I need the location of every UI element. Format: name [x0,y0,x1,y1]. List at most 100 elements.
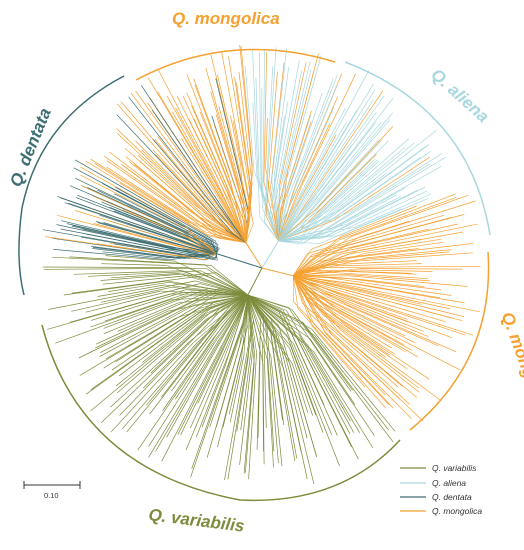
tree-leaf-branch [318,121,382,199]
tree-branch [178,294,248,304]
tree-leaf-branch [213,124,247,221]
tree-leaf-branch [322,313,419,389]
tree-leaf-branch [324,189,418,237]
tree-leaf-branch [317,299,418,358]
tree-leaf-branch [66,223,175,249]
tree-branch [293,256,312,277]
tree-branch [181,226,217,254]
tree-leaf-branch [97,284,165,297]
tree-leaf-branch [152,139,233,234]
tree-leaf-branch [71,225,217,259]
tree-leaf-branch [292,363,309,413]
tree-leaf-branch [52,237,206,261]
tree-leaf-branch [363,285,465,304]
tree-branch [247,294,261,319]
tree-leaf-branch [270,62,285,189]
tree-leaf-branch [265,71,278,217]
tree-leaf-branch [240,45,253,167]
tree-branch [196,294,249,343]
tree-leaf-branch [300,112,393,223]
tree-branch [174,260,249,296]
tree-leaf-branch [318,99,374,183]
tree-leaf-branch [114,193,212,243]
tree-leaf-branch [191,105,227,186]
tree-leaf-branch [104,291,192,322]
tree-branch [217,294,249,342]
tree-branch [163,233,217,254]
tree-leaf-branch [60,228,216,260]
tree-branch [215,241,217,254]
tree-leaf-branch [162,341,212,411]
tree-branch [208,294,249,349]
tree-leaf-branch [176,95,230,202]
tree-leaf-branch [365,241,444,254]
tree-leaf-branch [157,91,232,217]
tree-leaf-branch [143,342,189,389]
tree-leaf-branch [97,222,173,244]
tree-leaf-branch [125,156,211,226]
tree-branch [169,294,248,301]
tree-leaf-branch [227,320,254,480]
tree-leaf-branch [347,286,451,310]
tree-leaf-branch [239,44,253,173]
tree-leaf-branch [155,342,220,452]
tree-leaf-branch [185,359,225,451]
tree-leaf-branch [195,355,229,438]
tree-leaf-branch [128,96,221,216]
tree-branch [293,275,313,327]
tree-leaf-branch [238,71,253,184]
tree-branch [180,222,217,254]
tree-leaf-branch [302,322,394,443]
tree-leaf-branch [282,347,308,439]
tree-branch [293,275,332,335]
tree-branch [232,232,247,243]
tree-leaf-branch [301,321,353,391]
tree-leaf-branch [60,197,165,235]
tree-leaf-branch [130,92,236,233]
tree-branch [278,208,322,242]
tree-leaf-branch [111,312,197,371]
tree-leaf-branch [171,111,233,217]
tree-leaf-branch [285,114,312,194]
tree-leaf-branch [115,189,206,238]
tree-leaf-branch [80,166,182,224]
tree-branch [278,191,319,242]
tree-leaf-branch [252,49,261,217]
tree-leaf-branch [323,143,430,223]
tree-leaf-branch [339,332,418,398]
tree-leaf-branch [302,74,356,183]
tree-branch [205,268,249,296]
tree-leaf-branch [161,305,233,398]
tree-leaf-branch [298,153,377,232]
tree-leaf-branch [327,291,409,323]
tree-leaf-branch [273,67,290,178]
tree-branch [293,271,315,277]
tree-leaf-branch [215,114,247,214]
tree-leaf-branch [300,341,351,435]
tree-leaf-branch [52,256,212,266]
tree-leaf-branch [255,77,260,181]
tree-leaf-branch [333,263,422,267]
tree-leaf-branch [359,220,411,238]
tree-leaf-branch [63,280,168,296]
tree-leaf-branch [280,121,312,213]
tree-leaf-branch [297,308,387,409]
clade-arc-variabilis [41,324,401,502]
tree-leaf-branch [286,334,324,433]
tree-leaf-branch [302,303,399,388]
tree-branch [184,294,248,297]
tree-branch [247,294,264,316]
tree-branch [293,275,341,331]
tree-branch [245,294,249,317]
tree-branch [230,182,247,243]
tree-leaf-branch [69,256,205,266]
tree-leaf-branch [307,200,476,255]
tree-leaf-branch [356,283,441,299]
clade-arc-mongolica-right [409,251,490,431]
tree-leaf-branch [239,343,254,465]
tree-leaf-branch [87,187,220,249]
tree-branch [247,294,286,321]
tree-branch [227,294,249,356]
tree-branch [167,280,248,296]
tree-leaf-branch [106,317,177,360]
